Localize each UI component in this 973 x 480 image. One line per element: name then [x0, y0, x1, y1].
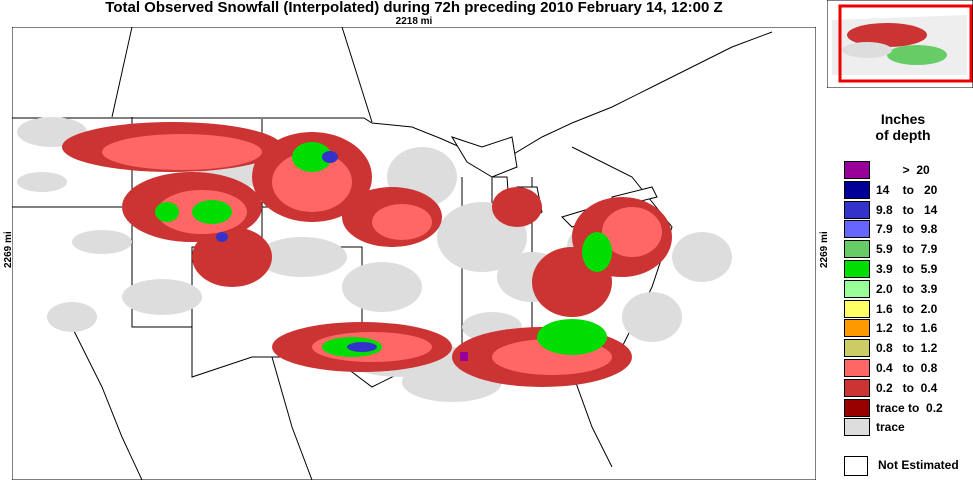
legend-label: trace to 0.2: [876, 400, 943, 415]
legend-item: trace: [844, 418, 973, 438]
legend-item: 1.6 to 2.0: [844, 299, 973, 320]
not-estimated-swatch: [844, 456, 868, 476]
legend-label: 0.2 to 0.4: [876, 380, 938, 395]
legend-swatch: [844, 319, 870, 338]
legend-item: 0.2 to 0.4: [844, 378, 973, 399]
legend-swatch: [844, 299, 870, 318]
map-width-label: 2218 mi: [395, 16, 433, 27]
legend-label: > 20: [876, 163, 930, 177]
legend-label: 0.4 to 0.8: [876, 361, 938, 375]
legend-item: trace to 0.2: [844, 398, 973, 419]
legend-item: 1.2 to 1.6: [844, 319, 973, 339]
legend-swatch: [844, 220, 870, 239]
legend-item: 7.9 to 9.8: [844, 220, 973, 240]
legend-label: 0.8 to 1.2: [876, 341, 938, 356]
legend-label: 7.9 to 9.8: [876, 222, 938, 237]
snowfall-map[interactable]: [12, 27, 816, 480]
legend-item: 14 to 20: [844, 180, 973, 201]
legend-label: 14 to 20: [876, 182, 938, 197]
legend-swatch: [844, 359, 870, 377]
legend-swatch: [844, 398, 870, 417]
legend-label: 1.2 to 1.6: [876, 321, 938, 336]
legend-item: 2.0 to 3.9: [844, 279, 973, 300]
legend-swatch: [844, 200, 870, 219]
legend-swatch: [844, 161, 870, 179]
legend-swatch: [844, 418, 870, 437]
legend-item: 3.9 to 5.9: [844, 260, 973, 280]
not-estimated-label: Not Estimated: [878, 458, 959, 472]
legend-swatch: [844, 378, 870, 397]
legend-item: 9.8 to 14: [844, 200, 973, 221]
legend-swatch: [844, 279, 870, 298]
legend-swatch: [844, 260, 870, 278]
snow-heavy-regions: [155, 142, 612, 357]
legend-label: trace: [876, 420, 905, 435]
legend-label: 1.6 to 2.0: [876, 301, 938, 316]
legend-item: 0.4 to 0.8: [844, 359, 973, 379]
snow-extreme-point: [460, 352, 468, 361]
legend-item: 5.9 to 7.9: [844, 240, 973, 260]
snow-very-heavy-regions: [216, 151, 377, 352]
snow-moderate-regions: [102, 134, 662, 375]
legend-label: 9.8 to 14: [876, 202, 938, 217]
legend-item: > 20: [844, 161, 973, 181]
map-height-label-right: 2269 mi: [819, 231, 830, 268]
legend-title: Inches of depth: [875, 111, 931, 143]
legend-swatch: [844, 240, 870, 259]
legend-swatch: [844, 180, 870, 199]
legend-label: 3.9 to 5.9: [876, 262, 938, 276]
legend-swatch: [844, 339, 870, 358]
inset-locator-map: [827, 0, 973, 88]
legend-item: 0.8 to 1.2: [844, 339, 973, 359]
legend-label: 5.9 to 7.9: [876, 242, 938, 257]
legend-label: 2.0 to 3.9: [876, 281, 938, 296]
map-title: Total Observed Snowfall (Interpolated) d…: [105, 0, 723, 16]
